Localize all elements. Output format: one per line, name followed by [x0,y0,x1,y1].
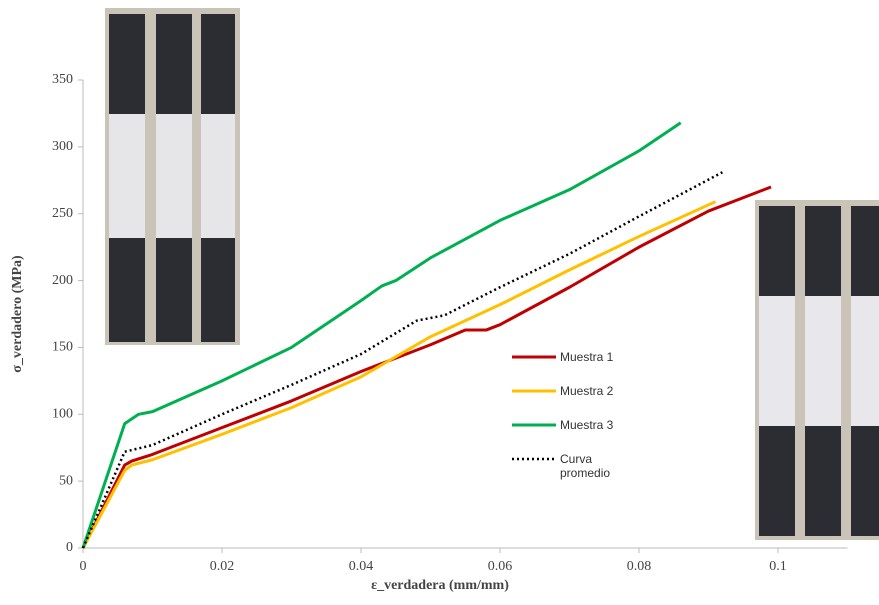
chart: ε_verdadera (mm/mm) σ_verdadero (MPa) 0 5… [0,0,879,605]
specimen-photo-right [755,200,879,540]
x-tick-label: 0 [80,559,87,574]
y-tick-label: 100 [52,407,73,422]
x-tick-label: 0.1 [769,559,787,574]
legend-label: Muestra 3 [560,418,630,432]
y-tick-label: 50 [59,473,73,488]
specimen-photo-left [105,8,240,345]
y-tick-label: 0 [66,540,73,555]
legend-label: Curva promedio [560,452,610,480]
y-tick-label: 150 [52,340,73,355]
page: {"chart_data": {"type": "line", "x_label… [0,0,879,605]
legend-label: Muestra 2 [560,384,630,398]
y-tick-label: 250 [52,206,73,221]
legend-label: Muestra 1 [560,350,630,364]
y-tick-label: 200 [52,273,73,288]
y-axis-label: σ_verdadero (MPa) [10,255,25,373]
x-tick-label: 0.02 [210,559,235,574]
x-axis-label: ε_verdadera (mm/mm) [371,578,509,593]
x-tick-label: 0.08 [627,559,652,574]
x-tick-label: 0.04 [349,559,374,574]
y-tick-label: 350 [52,72,73,87]
y-tick-label: 300 [52,139,73,154]
x-tick-label: 0.06 [488,559,513,574]
